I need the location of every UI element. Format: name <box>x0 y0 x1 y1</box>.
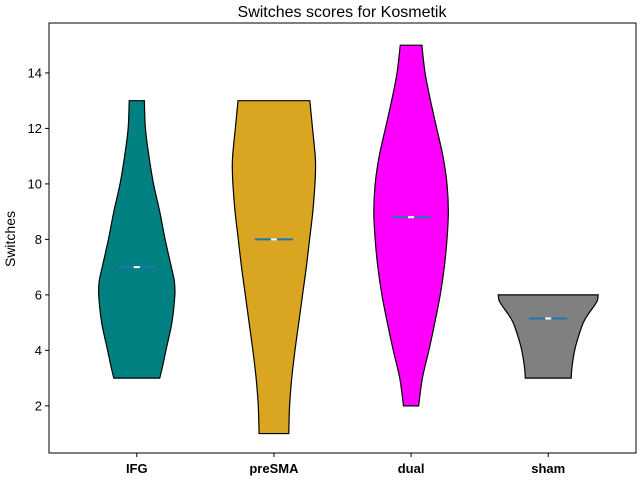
y-axis-label: Switches <box>2 211 18 267</box>
x-tick-label-ifg: IFG <box>126 461 148 476</box>
violin-sham <box>497 294 599 379</box>
chart-title: Switches scores for Kosmetik <box>238 4 448 21</box>
mean-median-layer <box>117 216 568 320</box>
x-tick-label-presma: preSMA <box>249 461 299 476</box>
violin-ifg <box>97 100 176 379</box>
y-tick-label: 8 <box>35 232 42 247</box>
x-tick-label-sham: sham <box>531 461 565 476</box>
y-tick-label: 10 <box>28 176 42 191</box>
x-tick-label-dual: dual <box>398 461 425 476</box>
x-axis: IFG preSMA dual sham <box>126 453 565 476</box>
plot-frame <box>48 22 637 454</box>
y-tick-label: 12 <box>28 121 42 136</box>
y-tick-label: 6 <box>35 287 42 302</box>
violin-layer <box>97 44 599 435</box>
violin-presma <box>231 100 317 435</box>
violin-dual <box>373 44 449 407</box>
y-tick-label: 14 <box>28 65 42 80</box>
y-axis: 2 4 6 8 10 12 14 <box>28 65 49 413</box>
y-tick-label: 2 <box>35 398 42 413</box>
y-tick-label: 4 <box>35 343 42 358</box>
